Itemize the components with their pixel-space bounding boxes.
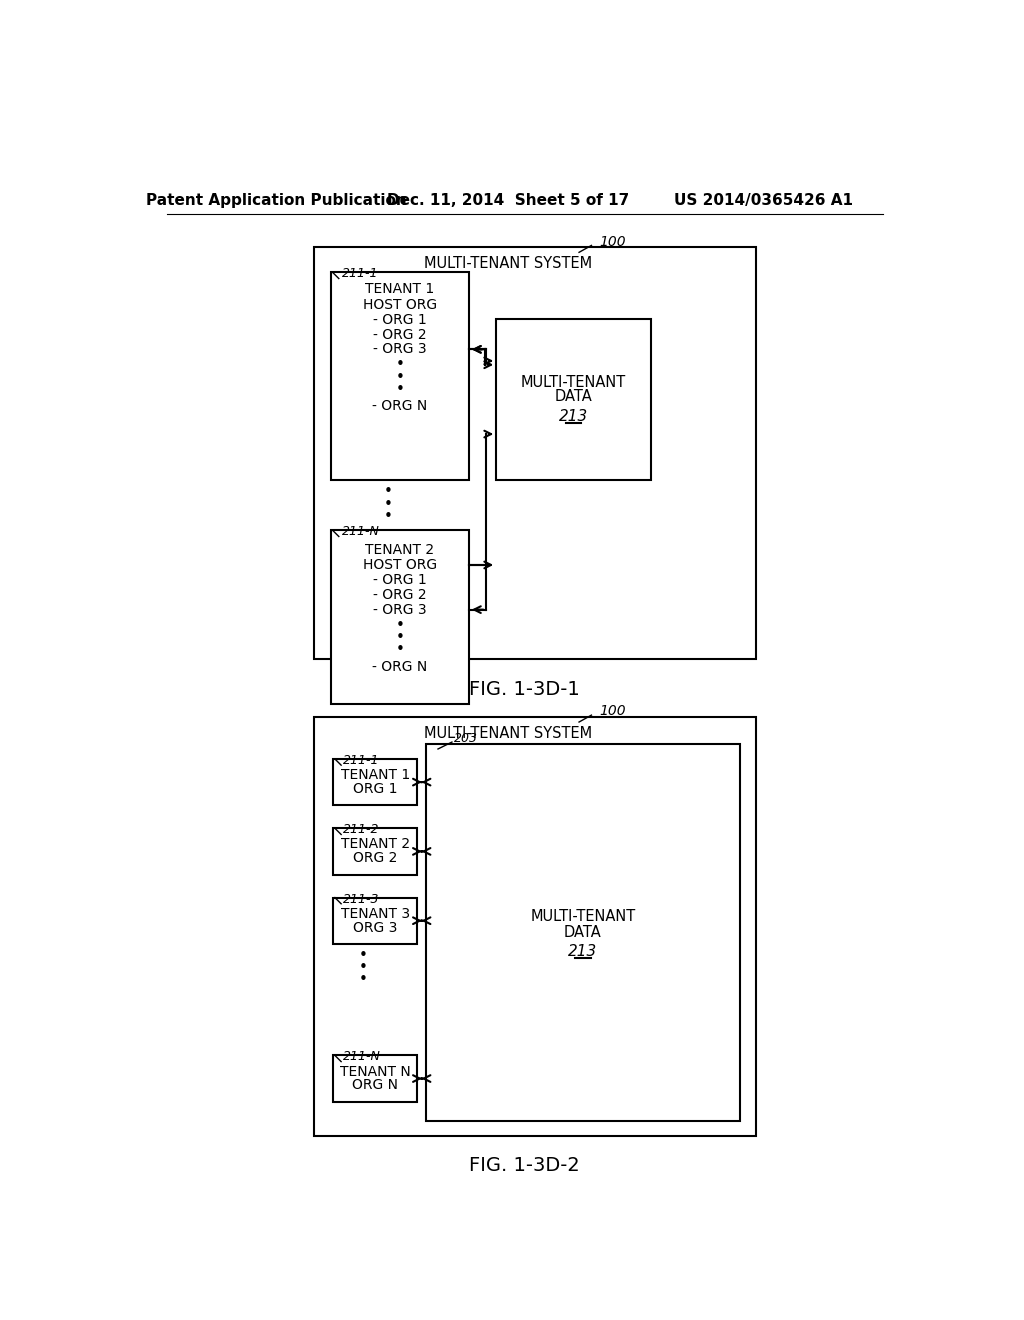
Text: TENANT N: TENANT N <box>340 1065 411 1078</box>
Text: 213: 213 <box>559 409 588 424</box>
Text: - ORG N: - ORG N <box>373 400 428 413</box>
Text: •: • <box>395 618 404 632</box>
Bar <box>334 1056 417 1102</box>
Text: •: • <box>359 960 368 975</box>
Text: MULTI-TENANT SYSTEM: MULTI-TENANT SYSTEM <box>424 256 592 271</box>
Text: 211-N: 211-N <box>342 525 380 539</box>
Text: - ORG 3: - ORG 3 <box>373 342 427 356</box>
Text: MULTI-TENANT: MULTI-TENANT <box>521 375 627 389</box>
Text: ORG 1: ORG 1 <box>353 781 397 796</box>
Text: - ORG 1: - ORG 1 <box>373 573 427 587</box>
Text: TENANT 1: TENANT 1 <box>341 768 410 783</box>
Text: FIG. 1-3D-2: FIG. 1-3D-2 <box>469 1156 581 1175</box>
Text: DATA: DATA <box>555 389 593 404</box>
Text: ORG 2: ORG 2 <box>353 851 397 866</box>
Text: TENANT 2: TENANT 2 <box>341 837 410 851</box>
Bar <box>334 898 417 944</box>
Text: •: • <box>359 973 368 987</box>
Bar <box>496 318 651 480</box>
Text: 100: 100 <box>599 705 626 718</box>
Text: •: • <box>395 358 404 372</box>
Text: MULTI-TENANT: MULTI-TENANT <box>530 909 636 924</box>
Text: - ORG 3: - ORG 3 <box>373 603 427 616</box>
Text: 211-3: 211-3 <box>343 892 379 906</box>
Text: •: • <box>395 381 404 397</box>
Text: •: • <box>384 496 393 512</box>
Text: •: • <box>395 642 404 657</box>
Text: HOST ORG: HOST ORG <box>362 298 437 312</box>
Text: US 2014/0365426 A1: US 2014/0365426 A1 <box>674 193 853 209</box>
Text: MULTI-TENANT SYSTEM: MULTI-TENANT SYSTEM <box>424 726 592 741</box>
Text: 211-2: 211-2 <box>343 824 379 837</box>
Bar <box>334 759 417 805</box>
Bar <box>314 247 756 659</box>
Text: FIG. 1-3D-1: FIG. 1-3D-1 <box>469 680 581 700</box>
Text: - ORG N: - ORG N <box>373 660 428 673</box>
Text: - ORG 2: - ORG 2 <box>373 327 427 342</box>
Text: TENANT 1: TENANT 1 <box>366 282 434 296</box>
Text: HOST ORG: HOST ORG <box>362 558 437 572</box>
Text: TENANT 3: TENANT 3 <box>341 907 410 921</box>
Text: 211-1: 211-1 <box>343 754 379 767</box>
Text: 203: 203 <box>454 731 477 744</box>
Text: - ORG 1: - ORG 1 <box>373 313 427 327</box>
Text: Dec. 11, 2014  Sheet 5 of 17: Dec. 11, 2014 Sheet 5 of 17 <box>387 193 629 209</box>
Text: ORG N: ORG N <box>352 1078 398 1093</box>
Bar <box>314 717 756 1137</box>
Text: Patent Application Publication: Patent Application Publication <box>146 193 408 209</box>
Bar <box>331 272 469 480</box>
Text: •: • <box>359 948 368 962</box>
Bar <box>331 531 469 704</box>
Text: 213: 213 <box>568 944 598 960</box>
Text: TENANT 2: TENANT 2 <box>366 543 434 557</box>
Text: 100: 100 <box>599 235 626 248</box>
Text: ORG 3: ORG 3 <box>353 920 397 935</box>
Bar <box>426 743 740 1121</box>
Text: 211-1: 211-1 <box>342 268 379 280</box>
Text: 211-N: 211-N <box>343 1051 381 1064</box>
Text: •: • <box>395 370 404 384</box>
Text: DATA: DATA <box>564 925 602 940</box>
Bar <box>334 829 417 875</box>
Text: •: • <box>384 510 393 524</box>
Text: •: • <box>395 630 404 645</box>
Text: •: • <box>384 484 393 499</box>
Text: - ORG 2: - ORG 2 <box>373 587 427 602</box>
